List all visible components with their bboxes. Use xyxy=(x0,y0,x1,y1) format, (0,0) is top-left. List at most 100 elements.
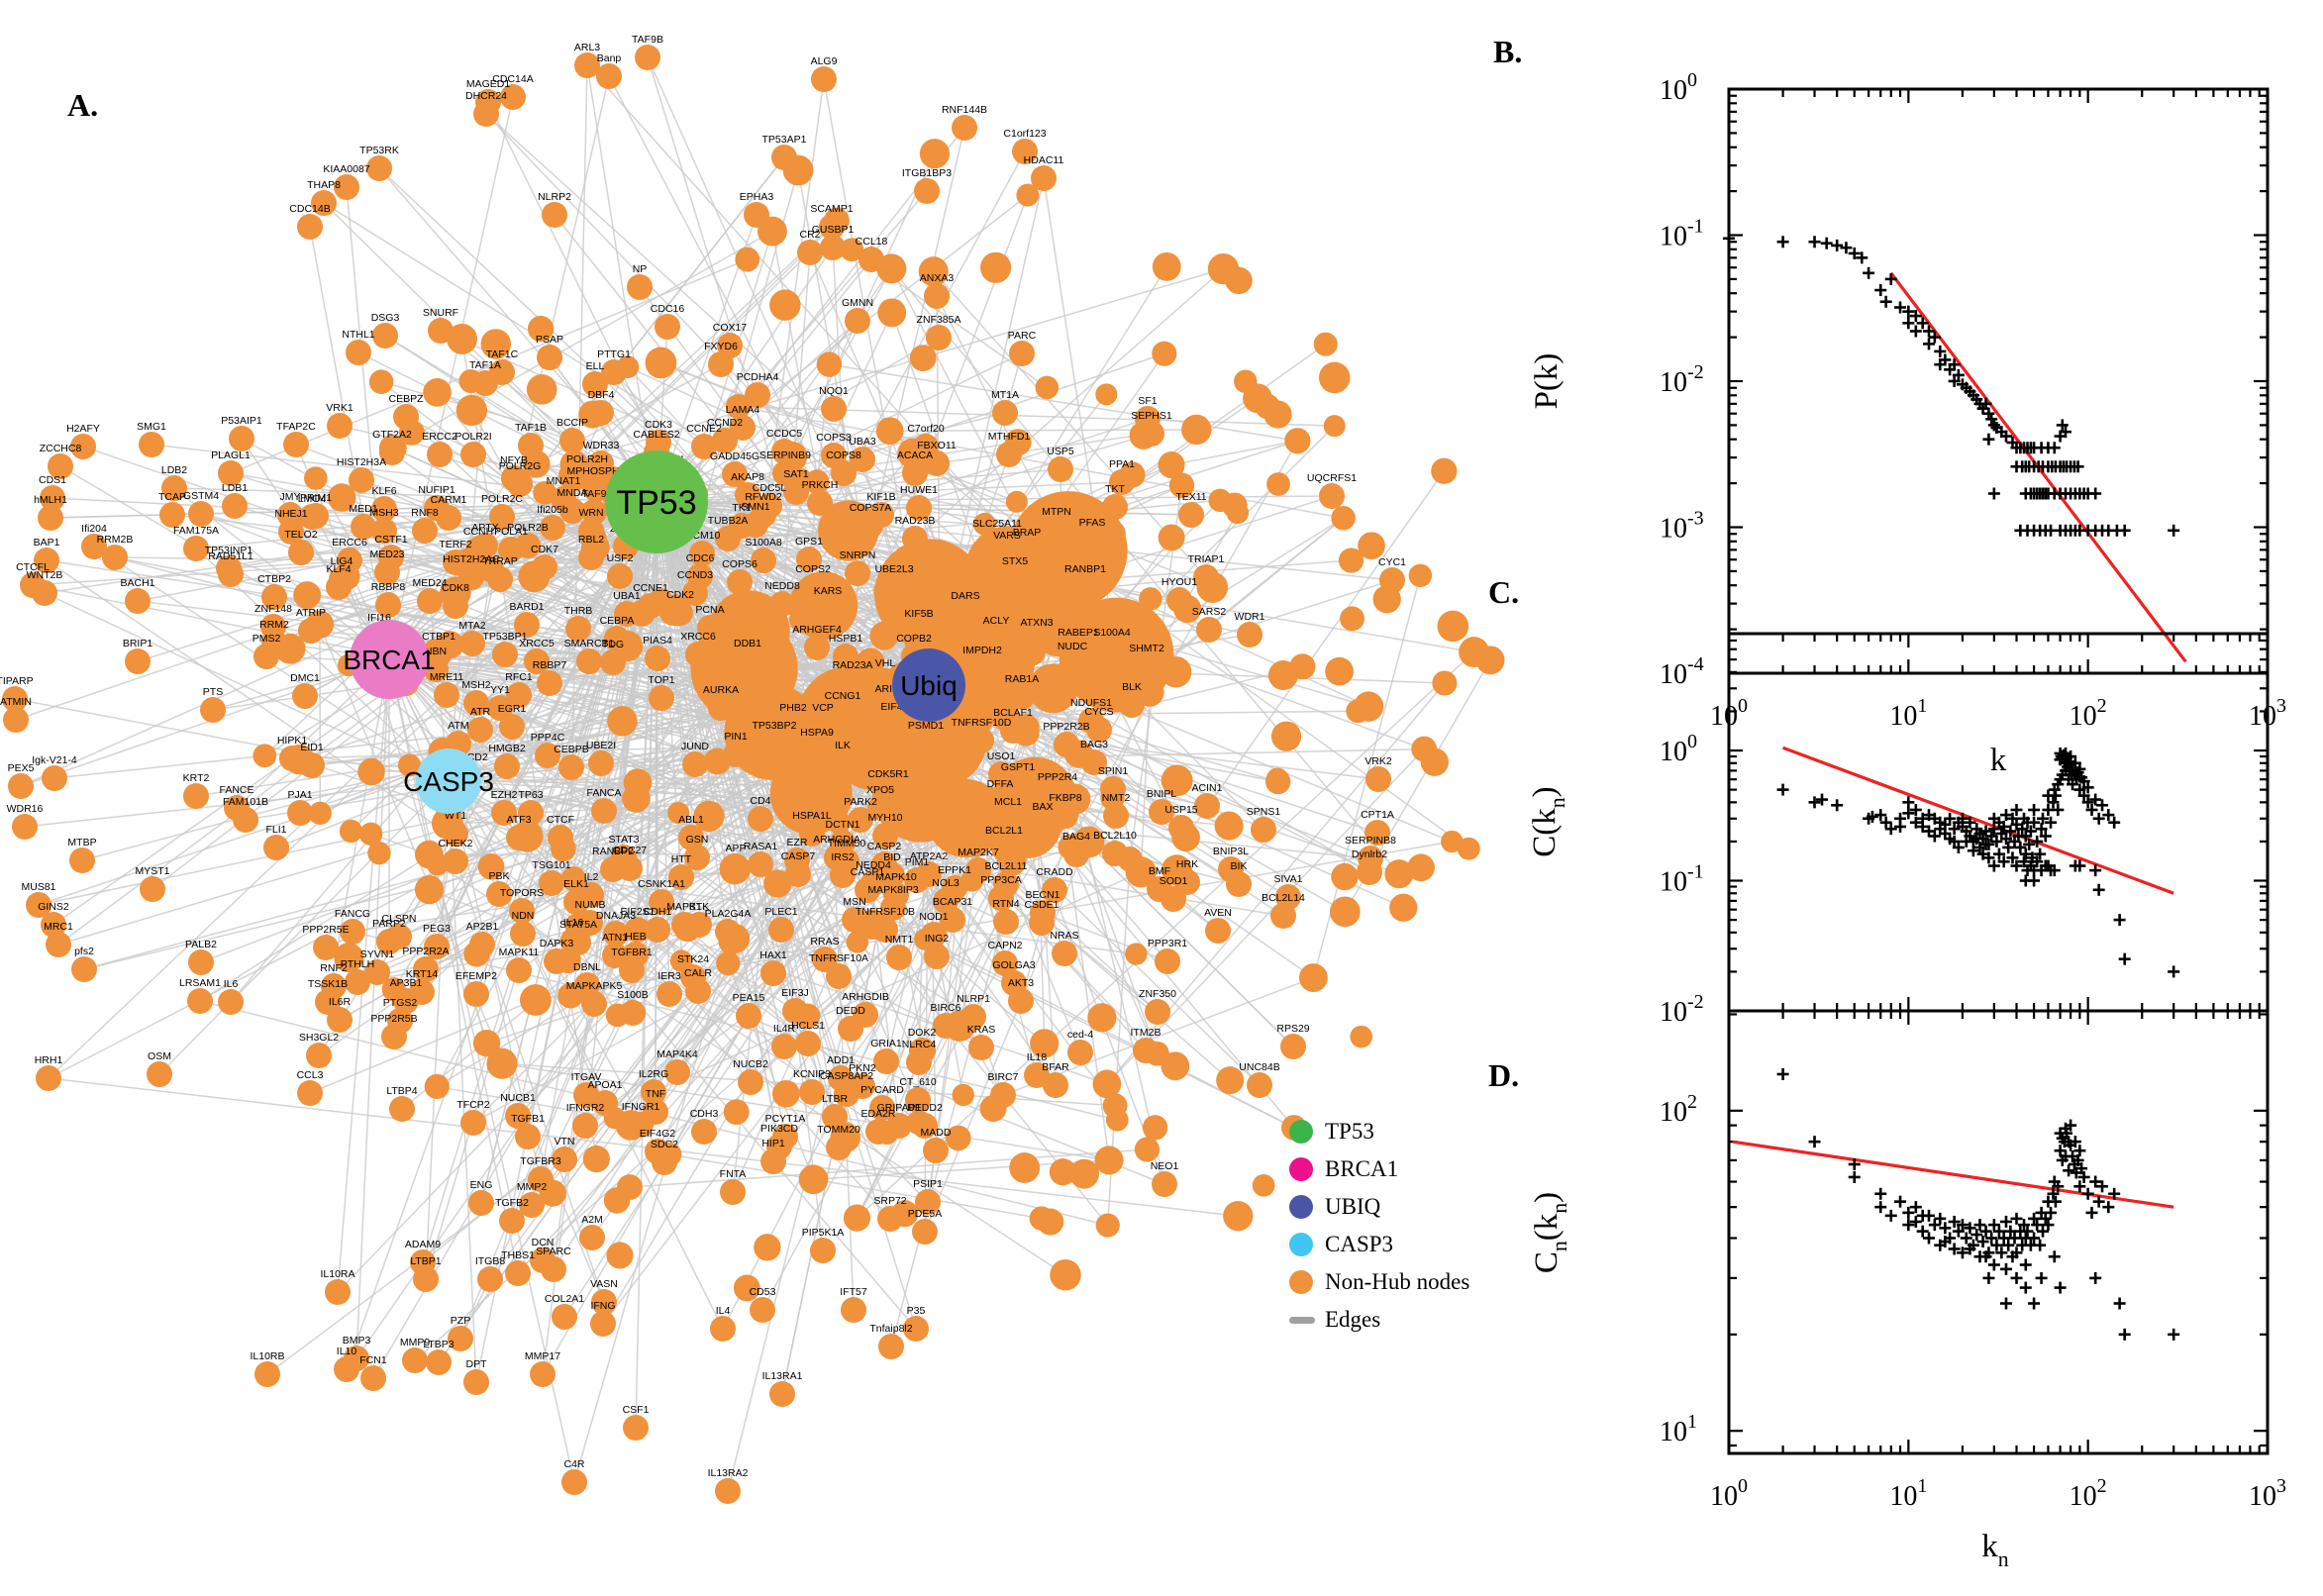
non-hub-node xyxy=(1009,341,1035,366)
gene-label: IFT57 xyxy=(840,1286,867,1298)
non-hub-node xyxy=(188,501,214,527)
data-points xyxy=(1723,232,2180,537)
gene-label: RABEP1 xyxy=(1058,627,1099,639)
gene-label: MAPKAPK5 xyxy=(566,980,623,992)
non-hub-node xyxy=(558,754,584,780)
non-hub-node xyxy=(8,773,34,799)
legend-label: CASP3 xyxy=(1325,1232,1394,1256)
gene-label: COPS8 xyxy=(826,449,861,461)
gene-label: STX5 xyxy=(1002,555,1028,567)
non-hub-node xyxy=(720,1179,746,1205)
non-hub-node xyxy=(715,526,741,551)
gene-label: PYCARD xyxy=(860,1084,904,1096)
non-hub-node xyxy=(748,806,773,832)
non-hub-node xyxy=(357,757,385,786)
non-hub-node xyxy=(467,717,493,743)
non-hub-node xyxy=(443,549,468,575)
non-hub-node xyxy=(1030,812,1056,838)
gene-label: UBE2L3 xyxy=(874,563,913,575)
tick-label: 10-4 xyxy=(1660,653,1704,690)
gene-label: CDK7 xyxy=(531,544,558,555)
non-hub-node xyxy=(1133,1038,1159,1063)
gene-label: IFNGR1 xyxy=(622,1101,660,1113)
gene-label: PPP2R4 xyxy=(1038,771,1077,783)
non-hub-node xyxy=(1161,1051,1190,1081)
non-hub-node xyxy=(736,1003,761,1029)
non-hub-node xyxy=(769,289,801,321)
non-hub-node xyxy=(697,615,723,641)
gene-label: CSDE1 xyxy=(1024,899,1059,911)
non-hub-node xyxy=(551,486,576,512)
hubs-layer: TP53 BRCA1 CASP3 Ubiq xyxy=(343,450,965,814)
gene-label: HRH1 xyxy=(35,1054,63,1066)
gene-label: TKT xyxy=(1105,483,1125,495)
non-hub-node xyxy=(298,618,324,644)
non-hub-node xyxy=(505,1260,531,1286)
gene-label: FANCG xyxy=(335,908,370,920)
non-hub-node xyxy=(591,798,617,824)
gene-label: MED1 xyxy=(349,503,377,515)
non-hub-node xyxy=(386,924,412,949)
gene-label: GINS2 xyxy=(38,901,69,913)
gene-label: BCLAF1 xyxy=(993,707,1033,719)
gene-label: HEB xyxy=(625,931,647,943)
non-hub-node xyxy=(472,370,498,396)
gene-label: HMGB2 xyxy=(488,743,526,754)
gene-label: GSPT1 xyxy=(1001,761,1036,773)
gene-label: CEBPB xyxy=(554,744,589,755)
non-hub-node xyxy=(460,1110,486,1136)
gene-label: FKBP8 xyxy=(1049,792,1081,804)
non-hub-node xyxy=(902,460,928,486)
non-hub-node xyxy=(578,545,604,570)
gene-label: CAPN2 xyxy=(987,940,1022,951)
non-hub-node xyxy=(923,1138,949,1163)
non-hub-node xyxy=(1168,472,1195,498)
non-hub-node xyxy=(469,932,495,957)
gene-label: PIM1 xyxy=(905,856,930,868)
non-hub-node xyxy=(509,898,535,924)
gene-label: BARD1 xyxy=(509,601,544,613)
hub-label-tp53: TP53 xyxy=(616,484,696,522)
gene-label: BRAP xyxy=(1013,527,1042,539)
gene-label: GRIPAP1 xyxy=(877,1102,922,1114)
non-hub-node xyxy=(1087,1003,1117,1033)
gene-label: MED23 xyxy=(369,549,404,560)
gene-label: Banp xyxy=(597,52,622,64)
non-hub-node xyxy=(924,944,950,969)
non-hub-node xyxy=(848,807,873,833)
gene-label: MAPK11 xyxy=(499,947,540,958)
gene-label: ACLY xyxy=(983,615,1010,627)
non-hub-node xyxy=(942,875,967,901)
gene-label: BACH1 xyxy=(120,577,154,589)
gene-label: PPP2R2B xyxy=(1043,721,1089,733)
gene-label: S100A8 xyxy=(745,537,782,549)
non-hub-node xyxy=(261,584,287,610)
non-hub-node xyxy=(904,867,930,893)
non-hub-node xyxy=(506,825,532,850)
gene-label: PRIM1 xyxy=(300,492,332,504)
gene-label: BAP1 xyxy=(34,537,60,549)
gene-label: ARHGEF4 xyxy=(792,624,842,636)
non-hub-node xyxy=(645,646,670,671)
tick-label: 101 xyxy=(1889,695,1927,732)
non-hub-node xyxy=(1350,1025,1373,1048)
non-hub-node xyxy=(40,485,65,511)
gene-label: ADD1 xyxy=(827,1054,855,1066)
non-hub-node xyxy=(684,845,710,870)
gene-label: VCP xyxy=(812,702,834,714)
gene-label: CSF1 xyxy=(623,1404,650,1416)
gene-label: MTBP xyxy=(67,837,96,848)
non-hub-node xyxy=(850,447,875,472)
non-hub-node xyxy=(872,668,898,694)
gene-label: TAF9 xyxy=(582,488,607,500)
non-hub-node xyxy=(993,909,1019,935)
non-hub-node xyxy=(865,1119,891,1145)
gene-label: RBBP8 xyxy=(371,581,406,593)
gene-label: NBN xyxy=(425,646,447,657)
non-hub-node xyxy=(800,574,826,600)
chart-B: 100 101 102 103 100 10-1 10-2 10-3 10-4 P(k) k xyxy=(1529,69,2286,778)
non-hub-node xyxy=(552,1304,577,1330)
gene-label: PLAGL1 xyxy=(211,449,251,461)
non-hub-node xyxy=(345,969,370,995)
non-hub-node xyxy=(372,323,398,349)
